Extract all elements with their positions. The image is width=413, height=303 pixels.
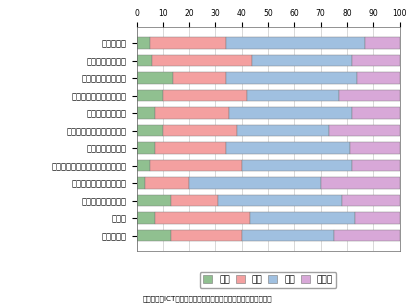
Bar (241, 160, 351, 171)
Bar (228, 108, 351, 119)
Bar (136, 125, 162, 136)
Bar (338, 90, 399, 101)
Bar (136, 72, 173, 84)
Bar (252, 55, 351, 66)
Bar (189, 178, 320, 189)
Bar (218, 195, 341, 206)
Bar (136, 142, 154, 154)
Bar (173, 72, 225, 84)
Bar (136, 90, 162, 101)
Bar (364, 38, 399, 49)
Bar (136, 212, 154, 224)
Bar (150, 38, 225, 49)
Bar (154, 212, 249, 224)
Bar (351, 55, 399, 66)
Bar (328, 125, 399, 136)
Bar (333, 230, 399, 241)
Bar (351, 160, 399, 171)
Bar (144, 178, 189, 189)
Bar (349, 142, 399, 154)
Legend: 日本, 北米, 欧州, アジア: 日本, 北米, 欧州, アジア (199, 272, 336, 288)
Bar (136, 108, 154, 119)
Bar (225, 142, 349, 154)
Text: （出典）「ICT分野の研究開発に関する国際比較に関する調査」: （出典）「ICT分野の研究開発に関する国際比較に関する調査」 (142, 295, 271, 301)
Bar (136, 230, 171, 241)
Bar (225, 38, 364, 49)
Bar (225, 72, 356, 84)
Bar (136, 160, 150, 171)
Bar (341, 195, 399, 206)
Bar (154, 142, 225, 154)
Bar (354, 212, 399, 224)
Bar (162, 90, 247, 101)
Bar (136, 38, 150, 49)
Bar (247, 90, 338, 101)
Bar (136, 55, 152, 66)
Bar (236, 125, 328, 136)
Bar (356, 72, 399, 84)
Bar (150, 160, 241, 171)
Bar (136, 195, 171, 206)
Bar (152, 55, 252, 66)
Bar (320, 178, 399, 189)
Bar (162, 125, 236, 136)
Bar (241, 230, 333, 241)
Bar (154, 108, 228, 119)
Bar (249, 212, 354, 224)
Bar (351, 108, 399, 119)
Bar (171, 195, 218, 206)
Bar (136, 178, 144, 189)
Bar (171, 230, 241, 241)
